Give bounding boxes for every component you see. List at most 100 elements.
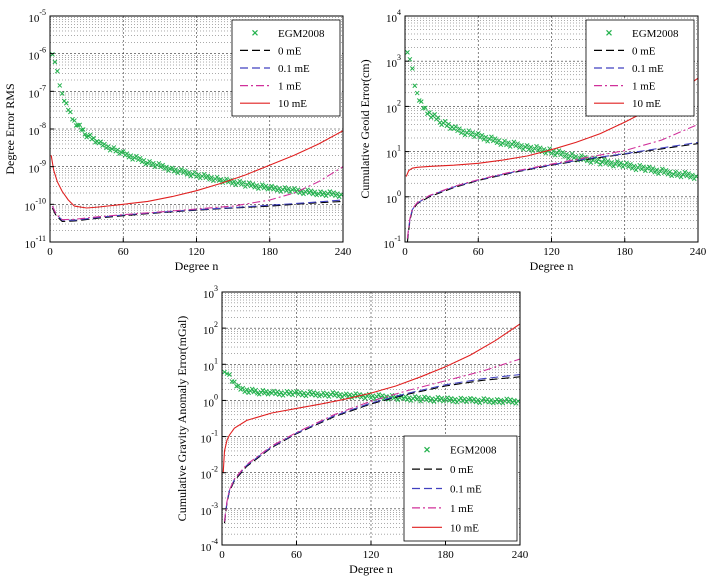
egm2008-marker xyxy=(244,387,250,392)
legend-box xyxy=(403,435,518,542)
egm2008-marker xyxy=(335,191,340,196)
egm2008-marker xyxy=(614,159,620,164)
y-tick-label: 101 xyxy=(386,144,401,161)
egm2008-marker xyxy=(338,192,343,197)
egm2008-marker xyxy=(601,157,607,162)
egm2008-marker xyxy=(432,112,438,117)
egm2008-marker xyxy=(485,396,490,402)
egm2008-marker xyxy=(504,396,509,402)
egm2008-marker xyxy=(250,181,256,187)
egm2008-marker xyxy=(569,151,575,157)
egm2008-marker xyxy=(291,186,297,191)
egm2008-marker xyxy=(412,83,418,89)
chart-2: 0 60 120 180 240 10-1 100 101 102 103 104 Degree n C… xyxy=(358,8,707,273)
egm2008-marker xyxy=(312,189,318,195)
legend-label: 0.1 mE xyxy=(632,63,664,75)
legend-label: 10 mE xyxy=(278,98,307,110)
legend: EGM2008 0 mE 0.1 mE 1 mE 10 mE xyxy=(585,19,695,117)
egm2008-marker xyxy=(237,178,243,184)
egm2008-marker xyxy=(475,397,481,403)
egm2008-marker xyxy=(182,168,188,174)
egm2008-marker xyxy=(259,182,265,188)
egm2008-marker xyxy=(511,398,517,403)
egm2008-marker xyxy=(137,155,143,161)
egm2008-marker xyxy=(301,390,307,396)
legend: EGM2008 0 mE 0.1 mE 1 mE 10 mE xyxy=(231,19,341,117)
egm2008-marker xyxy=(573,153,579,159)
y-tick-label: 10-1 xyxy=(383,234,401,251)
x-tick-label: 60 xyxy=(473,246,485,258)
x-tick-label: 120 xyxy=(543,246,560,258)
egm2008-marker xyxy=(249,386,255,392)
x-tick-label: 180 xyxy=(437,549,454,561)
egm2008-marker xyxy=(218,176,224,182)
egm2008-marker xyxy=(435,115,441,121)
egm2008-marker xyxy=(618,160,624,166)
egm2008-marker xyxy=(489,134,494,140)
egm2008-marker xyxy=(224,371,230,377)
legend-label: 0.1 mE xyxy=(278,63,310,75)
legend-box xyxy=(585,19,695,117)
egm2008-marker xyxy=(659,166,665,172)
egm2008-marker xyxy=(209,175,214,180)
egm2008-marker xyxy=(334,390,339,396)
y-tick-label: 10-7 xyxy=(28,83,46,100)
egm2008-marker xyxy=(297,389,303,395)
y-tick-label: 10-3 xyxy=(200,501,218,518)
series-group xyxy=(222,323,520,524)
egm2008-marker xyxy=(453,124,459,129)
egm2008-marker xyxy=(263,183,269,189)
egm2008-marker xyxy=(150,160,156,166)
egm2008-marker xyxy=(343,391,349,397)
egm2008-marker xyxy=(422,394,427,400)
egm2008-marker xyxy=(253,387,259,393)
egm2008-marker xyxy=(466,128,472,133)
x-tick-label: 180 xyxy=(262,246,279,258)
egm2008-marker xyxy=(147,159,152,164)
x-tick-label: 120 xyxy=(363,549,380,561)
legend-label: 1 mE xyxy=(632,81,656,93)
egm2008-marker xyxy=(273,184,278,190)
egm2008-marker xyxy=(286,186,291,191)
egm2008-marker xyxy=(605,158,611,164)
egm2008-marker xyxy=(288,389,294,395)
egm2008-marker xyxy=(676,170,682,176)
egm2008-marker xyxy=(498,397,504,403)
x-tick-label: 240 xyxy=(335,246,352,258)
egm2008-marker xyxy=(654,167,660,173)
egm2008-marker xyxy=(515,141,521,146)
egm2008-marker xyxy=(269,183,274,189)
legend-label: 0 mE xyxy=(278,45,302,57)
legend-marker xyxy=(606,29,612,36)
egm2008-marker xyxy=(324,391,330,396)
egm2008-marker xyxy=(460,128,466,134)
egm2008-marker xyxy=(370,393,376,399)
legend-label: 1 mE xyxy=(278,81,302,93)
egm2008-marker xyxy=(686,171,691,176)
egm2008-marker xyxy=(120,149,126,154)
egm2008-marker xyxy=(263,388,269,394)
egm2008-marker xyxy=(318,189,323,194)
egm2008-marker xyxy=(511,139,517,145)
egm2008-marker xyxy=(63,100,69,106)
egm2008-marker xyxy=(667,169,673,175)
y-tick-label: 101 xyxy=(203,356,218,373)
egm2008-marker xyxy=(475,131,481,136)
egm2008-marker xyxy=(445,395,450,400)
egm2008-marker xyxy=(515,398,520,404)
egm2008-marker xyxy=(376,392,381,397)
egm2008-marker xyxy=(457,126,462,132)
legend-label: 0 mE xyxy=(450,464,474,476)
egm2008-marker xyxy=(246,180,252,185)
series-egm2008 xyxy=(50,52,343,200)
egm2008-marker xyxy=(304,187,310,193)
x-tick-label: 240 xyxy=(512,549,529,561)
egm2008-marker xyxy=(403,394,408,399)
y-tick-label: 100 xyxy=(386,189,401,206)
x-tick-label: 60 xyxy=(291,549,303,561)
egm2008-marker xyxy=(54,68,60,74)
x-tick-label: 0 xyxy=(402,246,408,258)
egm2008-marker xyxy=(327,189,333,194)
y-tick-label: 102 xyxy=(203,320,218,337)
egm2008-marker xyxy=(425,395,431,401)
